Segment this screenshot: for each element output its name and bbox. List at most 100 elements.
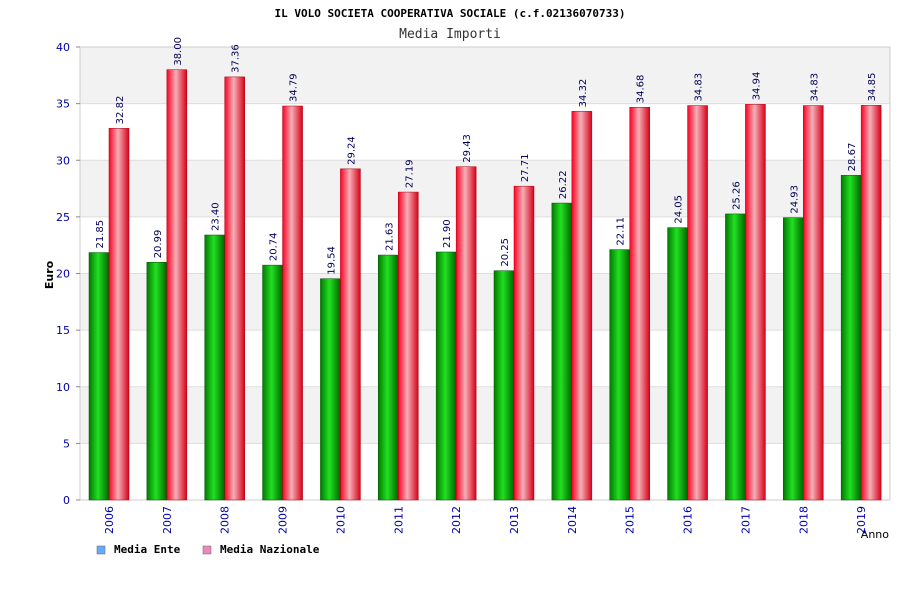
band (80, 160, 890, 217)
bar-media-ente-2014 (551, 202, 573, 501)
y-tick-label: 25 (56, 211, 70, 224)
data-label-media-nazionale-2018: 34.83 (809, 73, 820, 102)
y-tick-label: 20 (56, 268, 70, 281)
bar-media-nazionale-2018 (803, 105, 824, 501)
data-label-media-nazionale-2011: 27.19 (404, 159, 415, 188)
bar-media-nazionale-2009 (282, 105, 303, 501)
bar-media-nazionale-2006 (108, 128, 130, 501)
data-label-media-nazionale-2015: 34.68 (636, 75, 647, 104)
band (80, 386, 890, 444)
x-tick-label-2016: 2016 (682, 506, 695, 534)
bar-media-ente-2019 (840, 175, 862, 501)
bar-media-nazionale-2012 (455, 166, 477, 501)
bar-media-ente-2012 (435, 251, 457, 501)
chart-title: IL VOLO SOCIETA COOPERATIVA SOCIALE (c.f… (275, 7, 626, 20)
bar-media-ente-2010 (320, 278, 341, 501)
bar-media-ente-2013 (493, 270, 515, 501)
data-label-media-ente-2007: 20.99 (153, 230, 164, 259)
legend-swatch-media-ente (96, 545, 106, 555)
bar-media-nazionale-2011 (398, 191, 419, 501)
band (80, 103, 890, 161)
data-label-media-ente-2010: 19.54 (326, 246, 337, 275)
bar-media-nazionale-2013 (513, 185, 535, 501)
data-label-media-ente-2012: 21.90 (442, 219, 453, 248)
band (80, 47, 890, 104)
x-tick-label-2011: 2011 (392, 506, 405, 534)
bar-media-ente-2017 (725, 213, 746, 501)
data-label-media-nazionale-2006: 32.82 (115, 96, 126, 125)
legend: Media Ente Media Nazionale (96, 543, 320, 556)
data-label-media-ente-2009: 20.74 (269, 232, 280, 261)
bar-media-nazionale-2014 (571, 111, 593, 501)
bar-media-ente-2008 (204, 234, 225, 501)
x-tick-label-2007: 2007 (161, 506, 174, 534)
y-tick-label: 10 (56, 381, 70, 394)
bar-media-nazionale-2019 (860, 105, 882, 501)
x-tick-label-2008: 2008 (219, 506, 232, 534)
bar-media-ente-2009 (262, 264, 283, 501)
bar-media-nazionale-2010 (340, 168, 361, 501)
band (80, 216, 890, 274)
y-tick-label: 40 (56, 41, 70, 54)
x-tick-label-2014: 2014 (566, 506, 579, 534)
x-tick-label-2010: 2010 (334, 506, 347, 534)
data-label-media-nazionale-2009: 34.79 (289, 73, 300, 102)
legend-swatch-media-nazionale (202, 545, 212, 555)
legend-label-media-ente: Media Ente (114, 543, 181, 556)
bar-media-nazionale-2007 (166, 69, 188, 501)
y-axis-ticks: 0 5 10 15 20 25 30 35 40 (56, 41, 80, 507)
bars: 21.85 32.82 20.99 38.00 23.40 37.36 20.74 34.79… (88, 37, 882, 501)
data-label-media-ente-2011: 21.63 (384, 222, 395, 251)
bar-media-nazionale-2016 (687, 105, 708, 501)
data-label-media-nazionale-2014: 34.32 (578, 79, 589, 108)
bar-media-nazionale-2015 (629, 106, 650, 501)
legend-label-media-nazionale: Media Nazionale (220, 543, 320, 556)
x-tick-label-2019: 2019 (855, 506, 868, 534)
x-tick-label-2012: 2012 (450, 506, 463, 534)
bar-media-ente-2015 (609, 249, 630, 501)
band (80, 330, 890, 387)
data-label-media-ente-2014: 26.22 (558, 170, 569, 199)
y-tick-label: 30 (56, 154, 70, 167)
data-label-media-nazionale-2012: 29.43 (462, 134, 473, 163)
bar-media-ente-2007 (146, 262, 168, 501)
x-tick-label-2015: 2015 (624, 506, 637, 534)
x-axis-label: Anno (861, 528, 889, 541)
x-tick-label-2013: 2013 (508, 506, 521, 534)
data-label-media-ente-2008: 23.40 (211, 202, 222, 231)
y-tick-label: 5 (63, 437, 70, 450)
data-label-media-ente-2018: 24.93 (789, 185, 800, 214)
x-tick-label-2006: 2006 (103, 506, 116, 534)
data-label-media-ente-2013: 20.25 (500, 238, 511, 267)
x-tick-label-2018: 2018 (797, 506, 810, 534)
y-tick-label: 15 (56, 324, 70, 337)
x-axis-ticks: 2006 2007 2008 2009 2010 2011 2012 2013 2014 2015… (103, 506, 868, 534)
data-label-media-nazionale-2019: 34.85 (867, 73, 878, 102)
band (80, 273, 890, 331)
y-axis-label: Euro (43, 260, 56, 289)
bar-media-ente-2016 (667, 227, 688, 501)
data-label-media-ente-2017: 25.26 (731, 181, 742, 210)
bar-media-ente-2018 (783, 217, 804, 501)
band (80, 443, 890, 500)
data-label-media-nazionale-2007: 38.00 (173, 37, 184, 66)
data-label-media-nazionale-2016: 34.83 (694, 73, 705, 102)
data-label-media-ente-2016: 24.05 (674, 195, 685, 224)
bar-media-nazionale-2008 (224, 76, 245, 501)
y-tick-label: 0 (63, 494, 70, 507)
bar-media-nazionale-2017 (745, 104, 766, 501)
x-tick-label-2017: 2017 (739, 506, 752, 534)
data-label-media-nazionale-2013: 27.71 (520, 154, 531, 183)
data-label-media-nazionale-2008: 37.36 (231, 44, 242, 73)
data-label-media-nazionale-2017: 34.94 (751, 72, 762, 101)
x-tick-label-2009: 2009 (277, 506, 290, 534)
bar-media-ente-2006 (88, 252, 110, 501)
y-tick-label: 35 (56, 98, 70, 111)
data-label-media-ente-2019: 28.67 (847, 143, 858, 172)
bar-media-ente-2011 (378, 254, 399, 501)
data-label-media-ente-2015: 22.11 (616, 217, 627, 246)
data-label-media-ente-2006: 21.85 (95, 220, 106, 249)
data-label-media-nazionale-2010: 29.24 (346, 136, 357, 165)
chart-subtitle: Media Importi (399, 27, 501, 42)
